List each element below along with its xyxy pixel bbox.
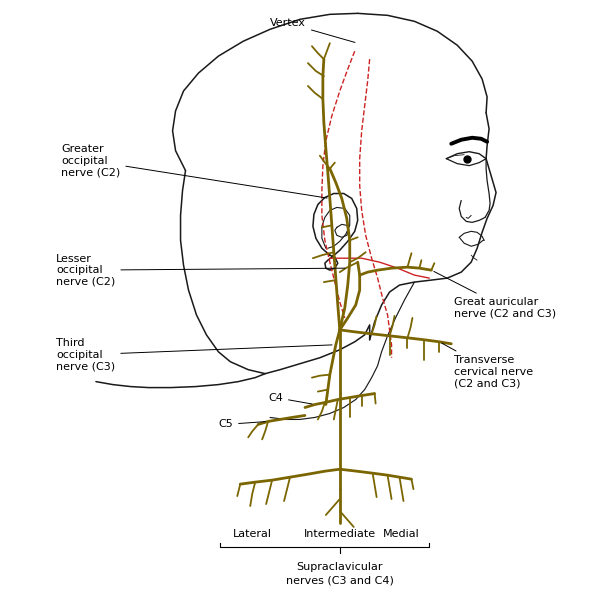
Text: Medial: Medial <box>383 529 420 539</box>
Text: C4: C4 <box>268 392 312 404</box>
Text: C5: C5 <box>218 419 265 430</box>
Text: Intermediate: Intermediate <box>304 529 376 539</box>
Text: Lateral: Lateral <box>233 529 272 539</box>
Text: Lesser
occipital
nerve (C2): Lesser occipital nerve (C2) <box>56 254 345 287</box>
Text: Greater
occipital
nerve (C2): Greater occipital nerve (C2) <box>61 144 327 198</box>
Text: Great auricular
nerve (C2 and C3): Great auricular nerve (C2 and C3) <box>434 271 556 319</box>
Text: Third
occipital
nerve (C3): Third occipital nerve (C3) <box>56 338 332 371</box>
Text: nerves (C3 and C4): nerves (C3 and C4) <box>286 575 394 586</box>
Text: Supraclavicular: Supraclavicular <box>297 562 383 572</box>
Text: Transverse
cervical nerve
(C2 and C3): Transverse cervical nerve (C2 and C3) <box>441 343 533 388</box>
Text: Vertex: Vertex <box>270 19 355 43</box>
